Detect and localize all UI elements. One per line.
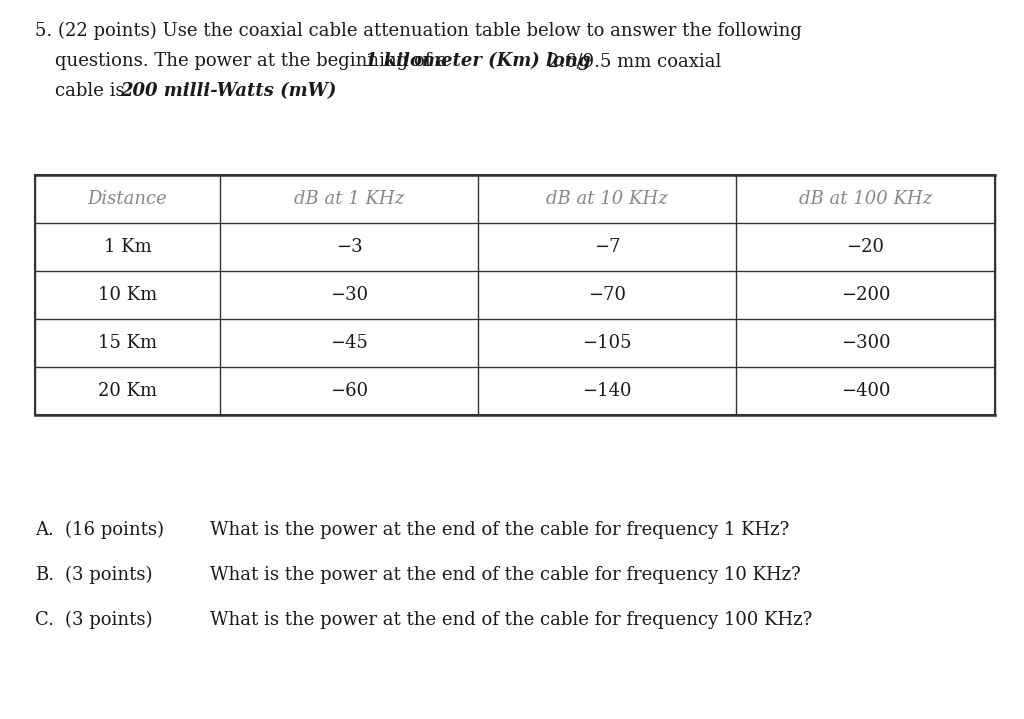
Text: −300: −300 xyxy=(841,334,890,352)
Text: dB at 10 KHz: dB at 10 KHz xyxy=(546,190,668,208)
Text: (3 points): (3 points) xyxy=(65,566,153,584)
Text: −7: −7 xyxy=(594,238,621,256)
Text: −105: −105 xyxy=(583,334,632,352)
Text: dB at 100 KHz: dB at 100 KHz xyxy=(799,190,932,208)
Bar xyxy=(35,175,995,415)
Text: −60: −60 xyxy=(330,382,368,400)
Text: 5. (22 points) Use the coaxial cable attenuation table below to answer the follo: 5. (22 points) Use the coaxial cable att… xyxy=(35,22,802,40)
Text: −20: −20 xyxy=(847,238,885,256)
Text: 2.6/9.5 mm coaxial: 2.6/9.5 mm coaxial xyxy=(542,52,721,70)
Text: cable is: cable is xyxy=(55,82,130,100)
Text: B.: B. xyxy=(35,566,54,584)
Text: What is the power at the end of the cable for frequency 100 KHz?: What is the power at the end of the cabl… xyxy=(210,611,812,629)
Text: −400: −400 xyxy=(841,382,890,400)
Text: 1 kilometer (Km) long: 1 kilometer (Km) long xyxy=(366,52,591,70)
Text: .: . xyxy=(288,82,294,100)
Text: A.: A. xyxy=(35,521,54,539)
Text: dB at 1 KHz: dB at 1 KHz xyxy=(294,190,404,208)
Text: Distance: Distance xyxy=(88,190,167,208)
Text: −200: −200 xyxy=(841,286,890,304)
Text: (16 points): (16 points) xyxy=(65,521,164,539)
Text: −140: −140 xyxy=(583,382,632,400)
Text: 1 Km: 1 Km xyxy=(103,238,152,256)
Text: What is the power at the end of the cable for frequency 10 KHz?: What is the power at the end of the cabl… xyxy=(210,566,801,584)
Text: −3: −3 xyxy=(336,238,362,256)
Text: 200 milli-Watts (mW): 200 milli-Watts (mW) xyxy=(120,82,336,100)
Text: C.: C. xyxy=(35,611,54,629)
Text: 10 Km: 10 Km xyxy=(98,286,157,304)
Text: 15 Km: 15 Km xyxy=(98,334,157,352)
Text: −30: −30 xyxy=(330,286,368,304)
Text: What is the power at the end of the cable for frequency 1 KHz?: What is the power at the end of the cabl… xyxy=(210,521,790,539)
Text: (3 points): (3 points) xyxy=(65,611,153,629)
Text: −45: −45 xyxy=(330,334,368,352)
Text: 20 Km: 20 Km xyxy=(98,382,157,400)
Text: −70: −70 xyxy=(588,286,626,304)
Text: questions. The power at the beginning of a: questions. The power at the beginning of… xyxy=(55,52,454,70)
